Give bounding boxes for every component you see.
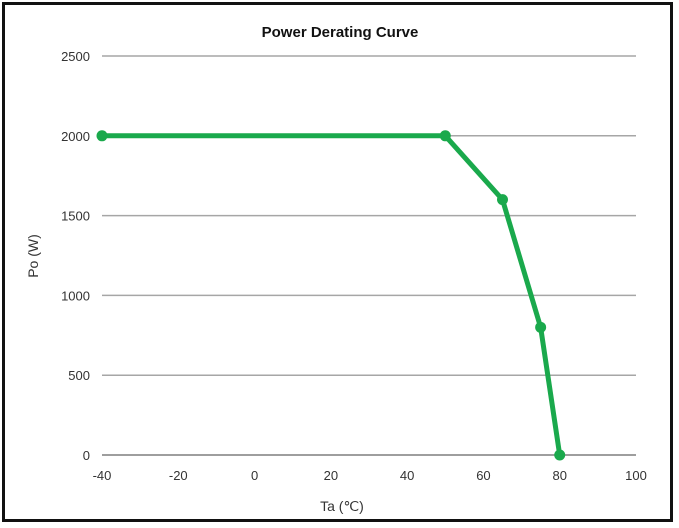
y-tick-label-0: 0	[83, 448, 90, 463]
x-tick-label-20: 20	[324, 468, 338, 483]
data-point-3	[535, 321, 547, 333]
y-tick-label-1500: 1500	[61, 209, 90, 224]
chart-frame	[2, 2, 673, 522]
grid-lines	[102, 55, 636, 456]
x-tick-label-80: 80	[552, 468, 566, 483]
x-tick-label--40: -40	[93, 468, 112, 483]
y-axis-label: Po (W)	[25, 234, 41, 278]
x-tick-label-60: 60	[476, 468, 490, 483]
x-tick-labels: -40 -20 0 20 40 60 80 100	[93, 468, 647, 483]
data-point-1	[439, 130, 451, 142]
x-tick-label-40: 40	[400, 468, 414, 483]
y-tick-label-2000: 2000	[61, 129, 90, 144]
series-layer	[96, 130, 566, 461]
x-axis-label: Ta (℃)	[320, 498, 364, 514]
data-point-4	[554, 449, 566, 461]
x-tick-label-100: 100	[625, 468, 647, 483]
chart-title: Power Derating Curve	[262, 24, 419, 41]
x-tick-label--20: -20	[169, 468, 188, 483]
data-point-0	[96, 130, 108, 142]
data-point-2	[497, 194, 508, 206]
y-tick-label-1000: 1000	[61, 288, 90, 303]
y-tick-label-500: 500	[68, 368, 90, 383]
x-tick-label-0: 0	[251, 468, 258, 483]
y-tick-label-2500: 2500	[61, 49, 90, 64]
y-tick-labels: 0 500 1000 1500 2000 2500	[61, 49, 90, 463]
